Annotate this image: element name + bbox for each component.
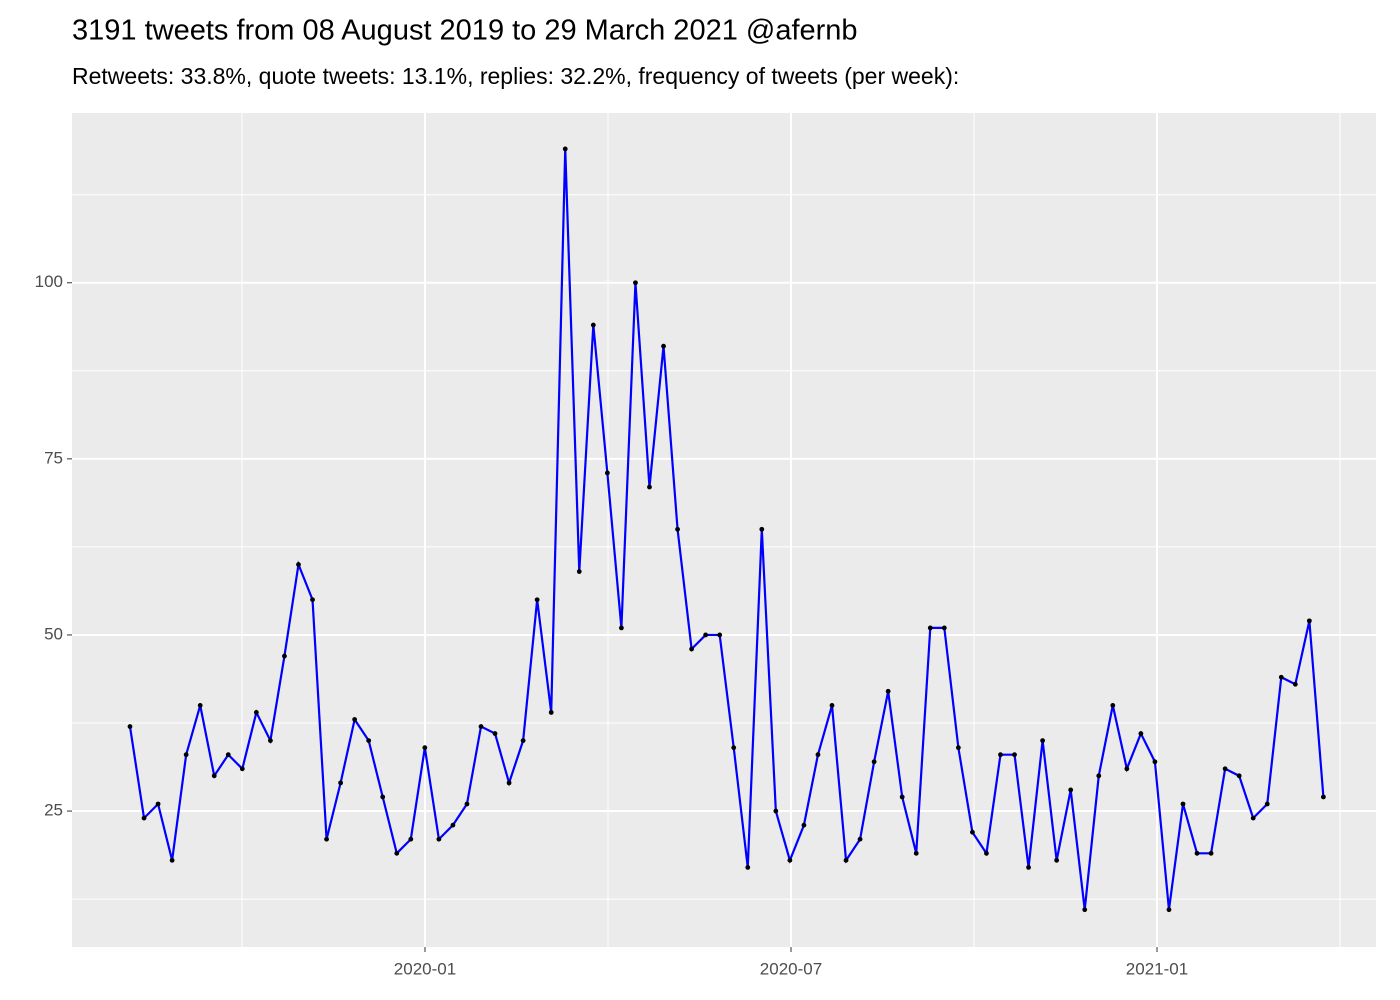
point — [422, 745, 428, 751]
point — [310, 597, 315, 603]
point — [155, 801, 161, 807]
point — [590, 322, 596, 328]
point — [815, 752, 821, 758]
point — [296, 562, 301, 567]
point — [604, 470, 610, 476]
point — [492, 731, 498, 736]
point — [773, 808, 779, 814]
point — [1292, 681, 1298, 687]
point — [829, 702, 835, 708]
point — [661, 343, 666, 349]
chart-subtitle: Retweets: 33.8%, quote tweets: 13.1%, re… — [72, 63, 959, 89]
point — [1138, 731, 1144, 736]
point — [183, 752, 189, 758]
y-tick-label: 25 — [44, 801, 63, 820]
point — [703, 632, 709, 638]
y-tick-label: 50 — [44, 624, 63, 643]
point — [1124, 766, 1130, 772]
point — [843, 857, 849, 863]
point — [1096, 773, 1102, 779]
y-tick-label: 75 — [44, 448, 63, 467]
point — [1180, 801, 1186, 807]
point — [239, 766, 245, 772]
point — [169, 857, 175, 863]
x-tick-label: 2021-01 — [1126, 959, 1188, 978]
point — [1222, 766, 1228, 772]
point — [478, 724, 484, 729]
point — [1250, 815, 1256, 821]
point — [801, 822, 807, 828]
point — [619, 625, 624, 631]
point — [1278, 674, 1284, 680]
point — [352, 717, 358, 722]
point — [506, 780, 512, 786]
point — [1166, 907, 1172, 913]
point — [211, 773, 217, 779]
point — [324, 836, 329, 842]
point — [520, 738, 526, 744]
point — [1321, 794, 1326, 800]
point — [647, 484, 652, 490]
point — [1082, 907, 1088, 913]
point — [1068, 787, 1074, 793]
point — [366, 738, 372, 744]
point — [141, 815, 147, 821]
point — [1054, 857, 1060, 863]
point — [253, 710, 259, 715]
point — [955, 745, 961, 751]
point — [464, 801, 470, 807]
point — [408, 836, 414, 842]
point — [338, 780, 343, 786]
point — [1012, 752, 1017, 758]
point — [1152, 759, 1158, 765]
point — [1040, 738, 1045, 744]
point — [394, 850, 400, 856]
point — [984, 850, 989, 856]
point — [787, 857, 793, 863]
point — [282, 653, 287, 659]
point — [717, 632, 723, 638]
line — [128, 148, 1325, 910]
point — [745, 865, 751, 870]
point — [913, 850, 919, 856]
point — [675, 526, 680, 532]
point — [548, 710, 554, 715]
point — [998, 752, 1003, 758]
point — [1110, 702, 1116, 708]
point — [450, 822, 456, 828]
point — [899, 794, 905, 800]
point — [1194, 850, 1200, 856]
point — [268, 738, 273, 744]
point — [380, 794, 386, 800]
point — [857, 836, 863, 842]
point — [225, 752, 231, 758]
point — [1026, 865, 1031, 870]
point — [927, 625, 933, 631]
point — [1264, 801, 1270, 807]
y-tick-label: 100 — [35, 272, 63, 291]
x-tick-label: 2020-01 — [394, 959, 456, 978]
point — [689, 646, 694, 652]
point — [1306, 618, 1312, 624]
point — [436, 836, 442, 842]
point — [1208, 850, 1214, 856]
point — [197, 702, 203, 708]
point — [731, 745, 737, 751]
chart-title: 3191 tweets from 08 August 2019 to 29 Ma… — [72, 15, 858, 47]
point — [633, 280, 638, 286]
point — [534, 597, 540, 603]
point — [759, 526, 765, 532]
point — [871, 759, 877, 765]
point — [970, 829, 975, 835]
point — [885, 688, 891, 694]
point — [562, 146, 568, 152]
point — [1236, 773, 1242, 779]
x-tick-label: 2020-07 — [760, 959, 822, 978]
point — [576, 569, 582, 574]
point — [941, 625, 947, 631]
point — [127, 724, 133, 729]
